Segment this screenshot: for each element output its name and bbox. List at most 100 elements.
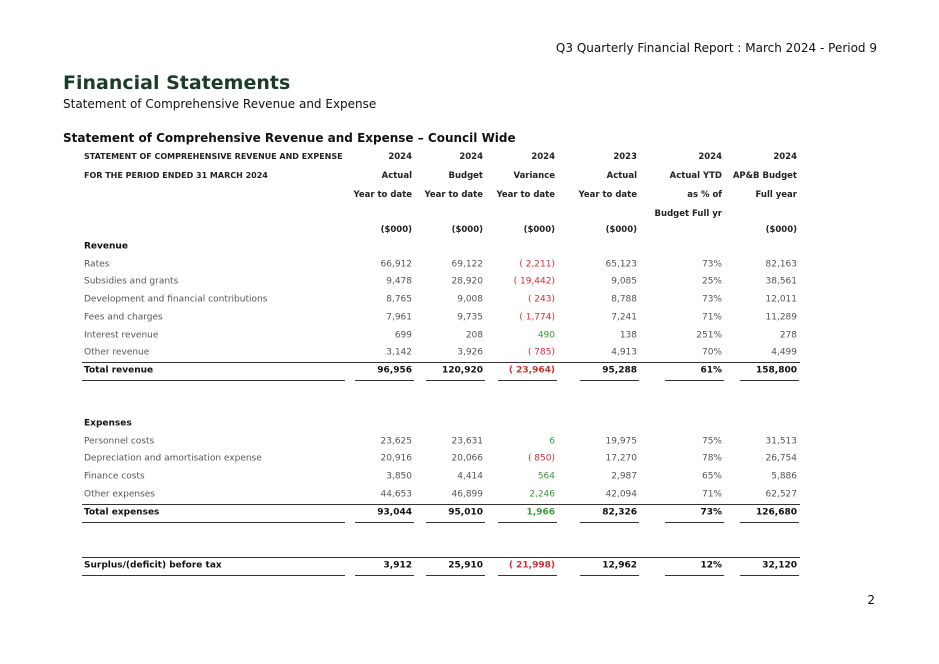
section-heading: Expenses xyxy=(84,418,132,429)
cell: 9,478 xyxy=(386,276,412,287)
cell: 25% xyxy=(701,276,722,287)
rule xyxy=(82,503,800,505)
total-cell: 73% xyxy=(700,507,722,517)
cell: 9,008 xyxy=(457,294,483,305)
cell: ( 243) xyxy=(527,294,555,305)
cell: 20,066 xyxy=(451,453,484,464)
section-title: Statement of Comprehensive Revenue and E… xyxy=(63,131,516,145)
rule xyxy=(498,521,557,523)
header-cell: 2024 xyxy=(459,151,483,162)
header-cell: ($000) xyxy=(451,224,483,235)
cell: 8,788 xyxy=(611,294,637,305)
report-title: Q3 Quarterly Financial Report : March 20… xyxy=(555,41,877,55)
total-cell: 96,956 xyxy=(377,365,412,376)
cell: 66,912 xyxy=(380,259,413,270)
total-label: Surplus/(deficit) before tax xyxy=(84,560,222,571)
cell: 12,011 xyxy=(765,294,798,305)
cell: 4,499 xyxy=(771,347,797,358)
total-cell: ( 21,998) xyxy=(508,560,555,571)
cell: 71% xyxy=(701,312,722,323)
cell: 31,513 xyxy=(765,436,798,447)
total-cell: 32,120 xyxy=(762,560,797,571)
rule xyxy=(426,575,485,576)
rule xyxy=(498,575,557,576)
total-cell: 95,288 xyxy=(602,365,637,376)
header-cell: Actual YTD xyxy=(669,170,722,181)
row-label: Depreciation and amortisation expense xyxy=(84,453,262,464)
rule xyxy=(665,575,724,576)
header-cell: ($000) xyxy=(523,224,555,235)
rule xyxy=(82,521,345,523)
header-cell: ($000) xyxy=(380,224,412,235)
row-label: Fees and charges xyxy=(84,312,163,323)
header-cell: ($000) xyxy=(605,224,637,235)
total-cell: 25,910 xyxy=(448,560,483,571)
cell: 3,850 xyxy=(386,471,412,482)
header-cell: ($000) xyxy=(765,224,797,235)
rule xyxy=(665,379,724,381)
page-number: 2 xyxy=(867,593,875,607)
cell: 23,625 xyxy=(380,436,413,447)
header-cell: Variance xyxy=(513,170,555,181)
total-label: Total revenue xyxy=(84,365,154,376)
rule xyxy=(426,379,485,381)
row-label: Personnel costs xyxy=(84,436,155,447)
rule xyxy=(355,379,414,381)
cell: 69,122 xyxy=(451,259,484,270)
total-cell: 3,912 xyxy=(383,560,412,571)
cell: 38,561 xyxy=(765,276,798,287)
cell: 2,246 xyxy=(529,489,555,500)
cell: 26,754 xyxy=(765,453,798,464)
cell: 7,961 xyxy=(386,312,412,323)
header-cell: 2024 xyxy=(388,151,412,162)
cell: 251% xyxy=(696,330,722,340)
rule xyxy=(498,379,557,381)
row-label: Finance costs xyxy=(84,471,145,482)
cell: 44,653 xyxy=(380,489,413,500)
cell: ( 19,442) xyxy=(513,276,555,287)
total-cell: 95,010 xyxy=(448,507,483,517)
header-label: FOR THE PERIOD ENDED 31 MARCH 2024 xyxy=(84,171,268,180)
header-cell: Year to date xyxy=(353,189,412,200)
row-label: Other expenses xyxy=(84,489,155,500)
cell: 28,920 xyxy=(451,276,484,287)
cell: 4,414 xyxy=(457,471,483,482)
cell: 19,975 xyxy=(605,436,638,447)
cell: 65,123 xyxy=(605,259,638,270)
header-cell: Budget xyxy=(448,170,483,181)
total-cell: ( 23,964) xyxy=(508,365,555,376)
cell: 564 xyxy=(537,471,555,482)
cell: ( 1,774) xyxy=(519,312,555,323)
cell: 73% xyxy=(701,259,722,270)
cell: 278 xyxy=(779,330,797,340)
cell: ( 2,211) xyxy=(519,259,555,270)
header-cell: Budget Full yr xyxy=(654,208,722,219)
header-cell: Year to date xyxy=(578,189,637,200)
header-cell: 2024 xyxy=(773,151,797,162)
rule xyxy=(580,521,639,523)
cell: 699 xyxy=(394,330,412,340)
header-cell: as % of xyxy=(687,189,722,200)
header-cell: Year to date xyxy=(496,189,555,200)
cell: 75% xyxy=(701,436,722,447)
cell: 17,270 xyxy=(605,453,638,464)
cell: 71% xyxy=(701,489,722,500)
header-cell: Actual xyxy=(381,170,412,181)
cell: 70% xyxy=(701,347,722,358)
total-cell: 12% xyxy=(700,560,722,571)
cell: 8,765 xyxy=(386,294,412,305)
cell: 11,289 xyxy=(765,312,798,323)
rule xyxy=(740,575,799,576)
row-label: Subsidies and grants xyxy=(84,276,179,287)
rule xyxy=(665,521,724,523)
row-label: Development and financial contributions xyxy=(84,294,268,305)
header-cell: 2023 xyxy=(613,151,637,162)
header-cell: Year to date xyxy=(424,189,483,200)
cell: 6 xyxy=(549,436,555,447)
section-heading: Revenue xyxy=(84,241,128,252)
total-cell: 93,044 xyxy=(377,507,412,517)
rule xyxy=(82,557,800,558)
cell: 62,527 xyxy=(765,489,798,500)
cell: 7,241 xyxy=(611,312,637,323)
